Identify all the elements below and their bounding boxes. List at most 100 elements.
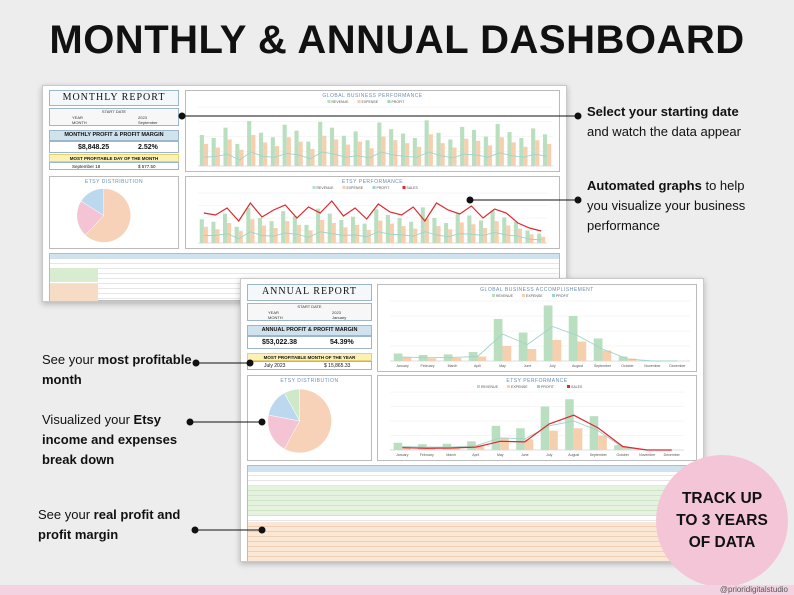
value: 2023 — [332, 310, 341, 315]
bar — [565, 399, 574, 450]
chart-box: ETSY PERFORMANCE REVENUE EXPENSE PROFIT SALE… — [185, 176, 560, 249]
badge-line: TRACK UP — [681, 490, 763, 507]
legend-label: SALES — [571, 385, 583, 389]
x-tick-label: February — [420, 364, 434, 368]
legend-label: PROFIT — [541, 385, 555, 389]
pie-slice — [84, 188, 131, 243]
x-tick-label: October — [617, 453, 630, 457]
bar — [258, 132, 264, 166]
bar — [304, 224, 309, 243]
x-tick-label: March — [446, 453, 456, 457]
callout: Automated graphs to help you visualize yo… — [587, 176, 745, 236]
legend-label: REVENUE — [332, 100, 350, 104]
best-values: July 2023 $ 15,865.33 — [247, 361, 372, 370]
bar — [296, 224, 301, 243]
badge-line: TO 3 YEARS — [676, 512, 768, 529]
bar — [483, 228, 488, 243]
callout-line: month — [42, 370, 192, 390]
bar — [285, 221, 290, 243]
data-table — [247, 465, 697, 561]
bar — [424, 120, 429, 166]
bar — [215, 147, 220, 166]
line — [402, 414, 672, 451]
bar — [211, 137, 216, 166]
bar — [478, 220, 484, 243]
report-title: ANNUAL REPORT — [247, 284, 372, 301]
footer-bar — [0, 585, 794, 595]
x-tick-label: January — [396, 364, 409, 368]
callout-text: you visualize your business — [587, 198, 746, 213]
bar — [475, 445, 485, 450]
legend-label: EXPENSE — [347, 186, 364, 190]
bar — [602, 350, 612, 361]
legend-swatch — [522, 294, 525, 297]
dot — [246, 359, 254, 367]
margin: 54.39% — [330, 339, 354, 346]
bar — [345, 144, 351, 166]
bar — [618, 356, 628, 361]
bar — [257, 218, 262, 243]
chart-title: ETSY DISTRIBUTION — [280, 378, 338, 384]
bar — [235, 143, 240, 166]
bar — [281, 211, 286, 243]
bar — [420, 207, 425, 243]
callout-line: break down — [42, 450, 177, 470]
legend-label: PROFIT — [556, 294, 570, 298]
legend-swatch — [357, 100, 361, 103]
bar — [215, 229, 220, 243]
x-tick-label: February — [420, 453, 434, 457]
callout: See your most profitable month — [42, 350, 192, 390]
label: START DATE — [101, 109, 127, 114]
dot — [186, 418, 194, 426]
pie-slice — [80, 188, 105, 216]
bar — [223, 213, 228, 243]
bar — [495, 123, 500, 166]
margin: 2.52% — [138, 144, 158, 151]
bar — [282, 124, 287, 166]
bar — [292, 216, 297, 243]
table-section — [50, 268, 98, 282]
bar — [270, 137, 275, 166]
bar — [294, 130, 299, 166]
bar — [500, 437, 509, 450]
bar — [499, 137, 504, 166]
callout: See your real profit and profit margin — [38, 505, 180, 545]
label: START DATE — [297, 304, 322, 309]
bar — [476, 140, 481, 166]
table-section — [50, 284, 98, 301]
dot — [574, 112, 582, 120]
bar — [322, 135, 327, 166]
table-section — [248, 486, 696, 516]
bar — [448, 139, 453, 166]
x-tick-label: March — [448, 364, 458, 368]
bar — [573, 428, 583, 450]
bar — [261, 225, 267, 243]
pie-slice — [76, 200, 105, 236]
bar — [459, 222, 464, 243]
bar — [494, 221, 499, 243]
table-section — [248, 522, 696, 561]
legend-label: REVENUE — [317, 186, 335, 190]
bar — [199, 219, 204, 243]
bar — [329, 127, 335, 166]
start-date-box: START DATE YEAR MONTH 2023 September — [49, 108, 179, 126]
legend-swatch — [342, 186, 346, 189]
bar — [537, 233, 542, 243]
legend-label: REVENUE — [496, 294, 514, 298]
best-header: MOST PROFITABLE DAY OF THE MONTH — [49, 154, 179, 162]
dot — [258, 418, 266, 426]
badge-line: OF DATA — [688, 534, 756, 551]
bar — [517, 228, 522, 243]
callout-text: See your — [38, 507, 94, 522]
bar — [389, 223, 395, 243]
value: 2023 — [138, 115, 147, 120]
badge: TRACK UP TO 3 YEARS OF DATA — [656, 455, 788, 587]
callout: Visualized your Etsy income and expenses b… — [42, 410, 177, 470]
callout-text: Automated graphs — [587, 178, 702, 193]
callout-text: performance — [587, 218, 660, 233]
label: MONTH — [72, 120, 87, 125]
callout-text: break down — [42, 452, 115, 467]
profit-header: MONTHLY PROFIT & PROFIT MARGIN — [49, 130, 179, 141]
callout-text: profit margin — [38, 527, 119, 542]
